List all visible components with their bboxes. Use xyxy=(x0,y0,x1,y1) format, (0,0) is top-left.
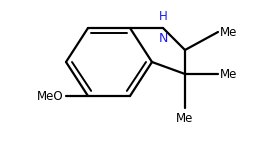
Text: Me: Me xyxy=(220,68,237,80)
Text: Me: Me xyxy=(220,25,237,38)
Text: H: H xyxy=(159,10,167,23)
Text: N: N xyxy=(158,32,168,45)
Text: Me: Me xyxy=(176,112,194,125)
Text: MeO: MeO xyxy=(37,90,64,103)
